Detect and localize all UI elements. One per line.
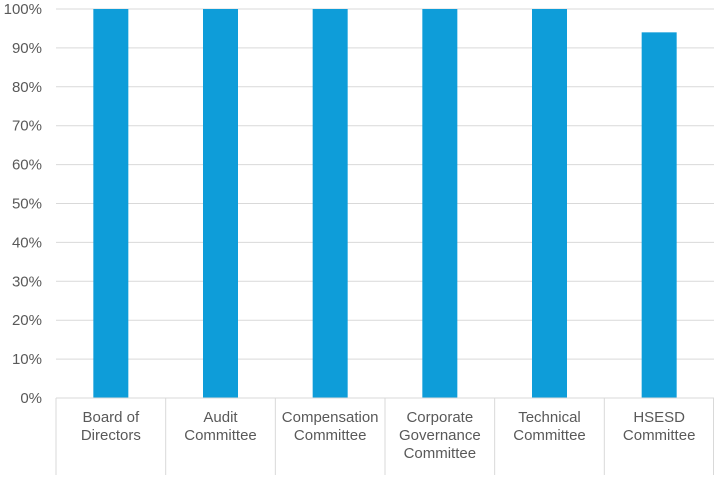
y-tick-label: 70% — [12, 118, 42, 135]
y-tick-label: 90% — [12, 40, 42, 57]
x-tick-label-line: Board of — [82, 409, 140, 426]
y-tick-label: 40% — [12, 234, 42, 251]
gridlines — [56, 8, 714, 399]
bar — [422, 9, 458, 398]
x-tick-label: Board of Directors — [81, 409, 141, 444]
x-tick-label-line: Technical — [518, 409, 581, 426]
bar — [312, 9, 348, 398]
x-tick-label-line: Committee — [184, 427, 257, 444]
y-tick-label: 60% — [12, 157, 42, 174]
bar — [641, 32, 677, 399]
bars — [93, 9, 677, 399]
bar — [532, 9, 567, 398]
x-tick-label-line: Committee — [623, 427, 696, 444]
x-tick-label-line: Governance — [399, 427, 481, 444]
x-tick-label: Audit Committee — [184, 409, 257, 444]
x-tick-label-line: HSESD — [633, 409, 685, 426]
x-tick-label-line: Audit — [203, 409, 238, 426]
x-tick-label-line: Compensation — [282, 409, 379, 426]
y-tick-label: 30% — [12, 273, 42, 290]
y-tick-label: 80% — [12, 79, 42, 96]
y-tick-label: 20% — [12, 312, 42, 329]
x-tick-label-line: Committee — [513, 427, 586, 444]
x-tick-label-line: Committee — [294, 427, 367, 444]
bar — [93, 9, 129, 398]
y-tick-label: 10% — [12, 351, 42, 368]
y-tick-label: 50% — [12, 196, 42, 213]
x-tick-label-line: Committee — [404, 445, 477, 462]
x-tick-label-line: Directors — [81, 427, 141, 444]
x-tick-label: Technical Committee — [513, 409, 586, 444]
x-tick-label-line: Corporate — [406, 409, 473, 426]
y-tick-label: 100% — [4, 1, 42, 18]
bar — [203, 9, 238, 398]
x-tick-label: Compensation Committee — [282, 409, 379, 444]
x-tick-label: HSESD Committee — [623, 409, 696, 444]
y-tick-label: 0% — [20, 390, 42, 407]
axes — [55, 397, 714, 475]
y-tick-labels: 0% 10% 20% 30% 40% 50% 60% 70% 80% 90% 100% — [4, 1, 42, 407]
x-tick-label: Corporate Governance Committee — [399, 409, 481, 462]
